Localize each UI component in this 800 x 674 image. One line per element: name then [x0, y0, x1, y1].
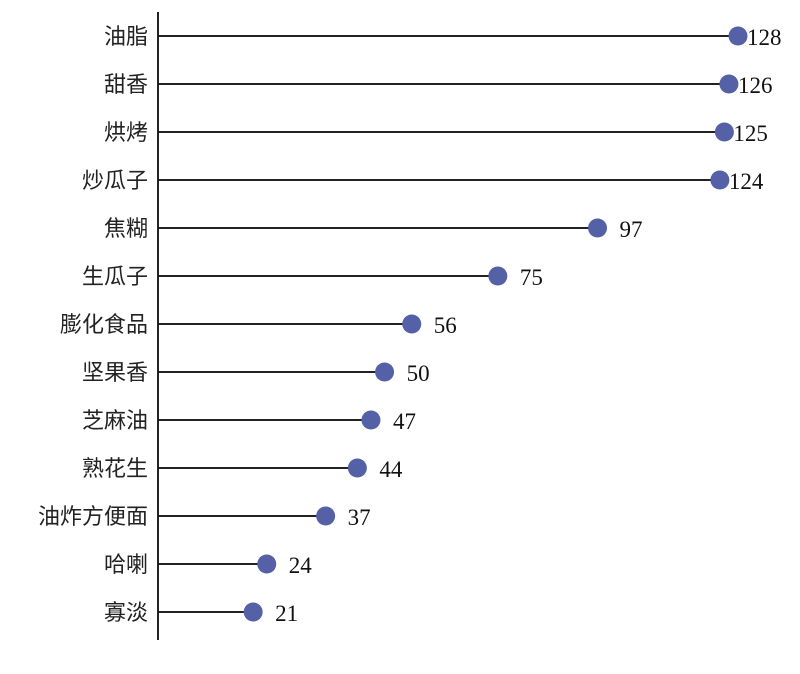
value-label: 50 [407, 361, 430, 386]
value-label: 21 [275, 601, 298, 626]
category-label: 膨化食品 [60, 313, 148, 338]
value-label: 24 [289, 553, 313, 578]
value-label: 44 [379, 457, 403, 482]
lollipop-dot [347, 458, 367, 478]
value-label: 56 [434, 313, 457, 338]
lollipop-dot [375, 362, 395, 382]
lollipop-dot [588, 218, 608, 238]
value-label: 124 [729, 169, 764, 194]
category-label: 甜香 [104, 73, 148, 98]
value-label: 125 [733, 121, 768, 146]
value-label: 75 [520, 265, 543, 290]
lollipop-dot [710, 170, 730, 190]
category-label: 油炸方便面 [38, 505, 148, 530]
lollipop-dot [714, 122, 734, 142]
category-label: 坚果香 [82, 361, 148, 386]
value-label: 97 [620, 217, 643, 242]
lollipop-dot [719, 74, 739, 94]
lollipop-dot [361, 410, 381, 430]
category-label: 焦糊 [104, 217, 148, 242]
category-label: 油脂 [104, 25, 148, 50]
value-label: 126 [738, 73, 773, 98]
category-label: 哈喇 [104, 553, 148, 578]
lollipop-dot [316, 506, 336, 526]
lollipop-dot [488, 266, 508, 286]
category-label: 生瓜子 [82, 265, 148, 290]
lollipop-dot [728, 26, 748, 46]
value-label: 128 [747, 25, 782, 50]
category-label: 炒瓜子 [82, 169, 148, 194]
lollipop-dot [402, 314, 422, 334]
lollipop-dot [243, 602, 263, 622]
category-label: 熟花生 [82, 457, 148, 482]
lollipop-dot [257, 554, 277, 574]
category-label: 芝麻油 [82, 409, 148, 434]
value-label: 37 [348, 505, 371, 530]
category-label: 寡淡 [104, 601, 148, 626]
category-label: 烘烤 [104, 121, 148, 146]
value-label: 47 [393, 409, 416, 434]
